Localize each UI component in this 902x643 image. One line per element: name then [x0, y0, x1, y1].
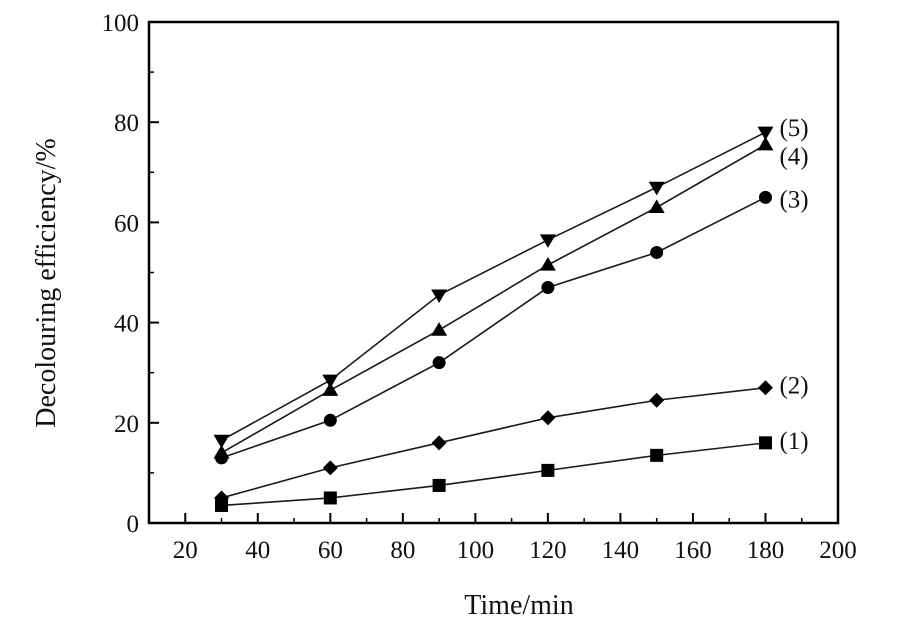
series-3-point: [758, 190, 772, 204]
y-axis-title: Decolouring efficiency/%: [31, 138, 62, 427]
series-5-point: [648, 181, 665, 196]
series-4-line: [221, 144, 766, 454]
series-4-point: [322, 382, 339, 396]
y-tick-label: 100: [102, 10, 140, 37]
series-2-label: (2): [779, 373, 808, 400]
series-3-label: (3): [779, 186, 808, 213]
series-markers: [213, 126, 774, 512]
series-5-point: [213, 434, 230, 449]
series-4-point: [757, 136, 774, 151]
y-tick-label: 0: [127, 511, 140, 538]
series-4-point: [539, 256, 556, 271]
series-5-point: [757, 126, 774, 141]
series-1-line: [221, 442, 766, 507]
x-tick-label: 180: [747, 537, 785, 564]
series-4-point: [213, 444, 230, 459]
tick-labels: 20 40 60 80 100 120 140 160 180 200 0 20 40 60 80 100: [102, 10, 857, 564]
series-2-point: [214, 490, 230, 506]
series-labels: (1) (2) (3) (4)(5): [779, 115, 808, 455]
series-1-label: (1): [779, 428, 808, 455]
y-tick-label: 40: [114, 311, 139, 338]
series-5-line: [221, 131, 766, 442]
y-tick-label: 80: [114, 110, 139, 137]
x-tick-label: 200: [819, 537, 857, 564]
series-5-point: [431, 289, 448, 304]
series-2-point: [431, 435, 447, 451]
x-tick-label: 100: [457, 537, 495, 564]
x-tick-label: 80: [390, 537, 415, 564]
series-1-point: [323, 491, 337, 505]
x-tick-label: 140: [602, 537, 640, 564]
series-2-point: [649, 392, 665, 408]
series-1-point: [541, 463, 555, 477]
series-2-point: [322, 460, 338, 476]
series-3-point: [323, 413, 337, 427]
series-3-line: [221, 196, 766, 459]
x-tick-label: 120: [529, 537, 567, 564]
y-tick-label: 60: [114, 210, 139, 237]
series-2-point: [540, 410, 556, 426]
series-3-point: [541, 281, 555, 295]
series-1-point: [215, 498, 229, 512]
x-tick-label: 20: [173, 537, 198, 564]
series-4-point: [648, 199, 665, 213]
x-tick-label: 40: [245, 537, 270, 564]
series-1-point: [650, 448, 664, 462]
y-tick-label: 20: [114, 411, 139, 438]
series-3-point: [432, 356, 446, 370]
series-1-point: [758, 436, 772, 450]
x-tick-label: 160: [674, 537, 712, 564]
series-2-point: [757, 380, 773, 396]
series-4-point: [431, 322, 448, 336]
series-4-label: (4): [779, 144, 808, 171]
series-5-label: (5): [779, 115, 808, 142]
series-5-point: [322, 374, 339, 389]
series-3-point: [650, 245, 664, 259]
series-5-point: [539, 234, 556, 248]
x-tick-label: 60: [318, 537, 343, 564]
series-lines: [221, 131, 766, 507]
x-axis-title: Time/min: [464, 590, 573, 621]
series-2-line: [221, 386, 766, 499]
series-1-point: [432, 478, 446, 492]
ticks: [149, 21, 839, 524]
